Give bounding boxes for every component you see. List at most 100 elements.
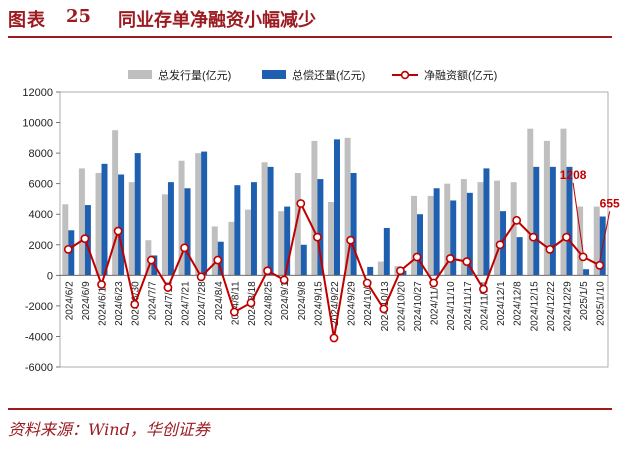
repay-bar [234,185,241,276]
net-financing-point [263,266,272,276]
x-tick-label: 2024/8/25 [264,281,275,326]
x-tick-label: 2025/1/10 [596,281,607,326]
legend-net-label: 净融资额(亿元) [424,68,497,82]
repay-bar [184,188,191,276]
x-tick-label: 2024/10/6 [363,281,374,326]
repay-bar [516,237,523,276]
issue-bar [112,130,119,276]
x-tick-label: 2024/12/8 [513,281,524,326]
repay-bar [350,172,357,276]
issue-bar [494,180,501,276]
figure-title-text: 同业存单净融资小幅减少 [118,10,316,31]
net-financing-point [445,254,455,263]
repay-bar [433,188,440,276]
repay-bar [450,200,457,276]
repay-bar [201,151,208,276]
x-tick-label: 2024/9/1 [280,281,291,320]
repay-bar [417,214,424,276]
issue-bar [62,204,69,276]
y-tick-label: 4000 [29,209,53,221]
net-financing-point [130,299,140,309]
y-tick-label: 8000 [29,148,53,160]
net-financing-point [362,278,372,288]
net-financing-point [545,244,555,254]
repay-bar [566,166,573,276]
issue-bar [278,211,285,276]
chart-container: -6000 -4000 -2000 0 2000 4000 6000 8000 10000 120… [0,40,620,408]
annotation-leader [599,211,611,262]
net-financing-point [396,266,405,276]
issue-bar [593,206,600,276]
repay-bar [267,166,274,276]
repay-bar [284,206,291,276]
net-financing-point [80,234,90,244]
net-financing-point [246,298,256,308]
annotation-label: 655 [600,196,620,210]
x-tick-label: 2024/10/27 [413,281,424,331]
plot-frame [59,91,609,368]
repay-bar [68,230,75,276]
x-tick-label: 2024/7/7 [147,281,158,320]
x-tick-label: 2024/12/1 [496,281,507,326]
net-financing-chart: -6000 -4000 -2000 0 2000 4000 6000 8000 10000 120… [22,68,620,374]
issue-bar [444,183,451,276]
legend-net-swatch-marker [400,70,410,80]
repay-bar [533,166,540,276]
net-financing-point [113,226,123,236]
repay-bar [383,227,390,276]
issue-bar [527,128,534,276]
issue-bar [195,153,202,276]
net-financing-point [578,252,588,262]
issue-bar [261,162,268,276]
net-financing-point [196,272,206,282]
issue-bar [560,128,567,276]
net-financing-point [495,240,505,250]
repay-bar [367,266,374,276]
issue-bar [95,172,102,276]
net-financing-point [163,283,173,292]
issue-bar [178,160,185,276]
net-financing-point [97,280,106,289]
net-financing-point [146,255,156,265]
net-financing-point [279,275,289,285]
issue-bar [228,221,235,276]
repay-bar [549,166,556,276]
repay-bar [101,163,108,276]
legend-issue-swatch [128,70,152,79]
figure-label: 图表 [8,10,46,31]
issue-bar [78,168,85,276]
net-financing-point [213,255,223,265]
x-tick-label: 2024/7/28 [197,281,208,326]
x-tick-label: 2024/11/17 [463,281,474,331]
net-financing-point [329,333,339,343]
repay-bar [250,182,257,276]
x-tick-label: 2024/6/16 [98,281,109,326]
annotation-leader [572,182,584,253]
repay-bar [583,269,590,276]
x-tick-label: 2024/11/3 [430,281,441,325]
net-financing-point [512,215,522,225]
issue-bar [543,140,550,276]
legend-issue-label: 总发行量(亿元) [158,68,231,82]
net-financing-point [312,232,322,242]
repay-bar [483,168,490,276]
net-financing-point [429,278,439,288]
x-tick-label: 2024/9/22 [330,281,341,326]
annotation-label: 1208 [560,168,587,182]
x-tick-label: 2024/9/8 [297,281,308,320]
issue-bar [577,206,584,276]
y-tick-label: 12000 [22,87,53,99]
issue-bar [161,194,168,276]
y-tick-label: 6000 [29,179,53,191]
x-tick-label: 2024/12/15 [529,281,540,331]
issue-bar [510,182,517,276]
repay-bar [334,139,340,276]
net-financing-point [180,243,189,253]
x-tick-label: 2024/9/15 [313,281,324,326]
repay-bar [118,174,125,276]
x-tick-label: 2024/6/2 [64,281,75,320]
issue-bar [427,195,434,276]
title-divider [8,36,612,38]
net-financing-point [462,257,472,266]
x-tick-label: 2024/7/21 [181,281,192,326]
